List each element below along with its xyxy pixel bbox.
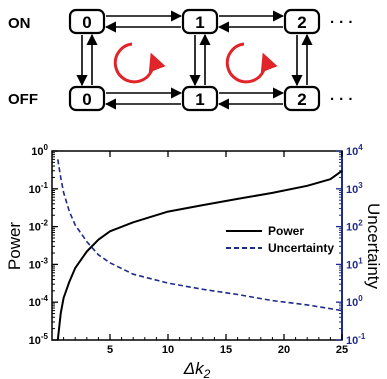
x-tick-label-3: 20 bbox=[278, 344, 290, 356]
state-box-off-0 bbox=[68, 85, 106, 112]
y-left-tick-label-0: 100 bbox=[31, 143, 48, 158]
y-right-tick-label-1: 103 bbox=[346, 181, 363, 196]
state-label-on-2: 2 bbox=[297, 13, 306, 32]
y-left-tick-base-3: 10 bbox=[29, 259, 41, 271]
ellipsis-off: · · · bbox=[330, 91, 353, 108]
y-right-tick-label-4: 100 bbox=[346, 294, 363, 309]
x-tick-label-2: 15 bbox=[220, 344, 232, 356]
y-axis-title-right-text: Uncertainty bbox=[364, 203, 383, 289]
y-right-tick-label-0: 104 bbox=[346, 143, 363, 158]
series-line-uncertainty bbox=[57, 159, 343, 312]
y-right-tick-base-3: 10 bbox=[346, 259, 358, 271]
state-box-off-1 bbox=[181, 85, 219, 112]
state-label-off-2: 2 bbox=[297, 90, 306, 109]
y-left-tick-exp-3: -3 bbox=[41, 256, 49, 265]
y-right-tick-exp-2: 2 bbox=[358, 219, 363, 228]
row-label-off: OFF bbox=[8, 91, 38, 108]
series-line-power bbox=[56, 169, 343, 341]
y-axis-title-right: Uncertainty bbox=[364, 203, 383, 289]
y-right-tick-label-5: 10-1 bbox=[346, 332, 366, 347]
ellipsis-on: · · · bbox=[330, 14, 353, 31]
y-left-tick-exp-5: -5 bbox=[41, 332, 49, 341]
y-right-tick-exp-1: 3 bbox=[358, 181, 363, 190]
y-right-tick-exp-4: 0 bbox=[358, 294, 363, 303]
state-box-on-1 bbox=[181, 8, 219, 35]
y-left-tick-label-2: 10-2 bbox=[29, 219, 49, 234]
y-left-tick-label-1: 10-1 bbox=[29, 181, 49, 196]
y-right-tick-exp-3: 1 bbox=[358, 256, 363, 265]
y-left-tick-exp-4: -4 bbox=[41, 294, 49, 303]
y-right-tick-exp-0: 4 bbox=[358, 143, 363, 152]
y-right-tick-label-2: 102 bbox=[346, 219, 363, 234]
legend-label-uncertainty: Uncertainty bbox=[268, 241, 334, 255]
y-left-tick-exp-2: -2 bbox=[41, 219, 49, 228]
y-right-tick-exp-5: -1 bbox=[358, 332, 366, 341]
y-left-tick-exp-0: 0 bbox=[44, 143, 49, 152]
x-tick-label-4: 25 bbox=[336, 344, 348, 356]
state-box-on-2 bbox=[283, 8, 321, 35]
x-tick-label-1: 10 bbox=[162, 344, 174, 356]
y-axis-title-left: Power bbox=[5, 222, 24, 271]
y-left-tick-base-4: 10 bbox=[29, 297, 41, 309]
y-right-tick-base-2: 10 bbox=[346, 222, 358, 234]
state-label-off-0: 0 bbox=[82, 90, 91, 109]
y-right-tick-base-0: 10 bbox=[346, 146, 358, 158]
y-left-tick-label-4: 10-4 bbox=[29, 294, 49, 309]
cycle-arrow-left bbox=[113, 42, 166, 84]
x-axis-title-main: Δk bbox=[183, 359, 205, 378]
x-axis-title-sub: 2 bbox=[203, 367, 211, 379]
state-label-on-1: 1 bbox=[195, 13, 204, 32]
cycle-arrow-right bbox=[225, 42, 278, 84]
y-left-tick-base-2: 10 bbox=[29, 222, 41, 234]
x-axis-title: Δk2 bbox=[183, 359, 211, 379]
state-box-on-0 bbox=[68, 8, 106, 35]
y-left-tick-base-0: 10 bbox=[31, 146, 43, 158]
y-right-tick-base-4: 10 bbox=[346, 297, 358, 309]
y-left-tick-label-5: 10-5 bbox=[29, 332, 49, 347]
x-tick-label-0: 5 bbox=[107, 344, 113, 356]
y-left-tick-base-1: 10 bbox=[29, 184, 41, 196]
y-right-tick-base-5: 10 bbox=[346, 335, 358, 347]
y-left-tick-exp-1: -1 bbox=[41, 181, 49, 190]
y-right-tick-label-3: 101 bbox=[346, 256, 363, 271]
state-label-off-1: 1 bbox=[195, 90, 204, 109]
state-box-off-2 bbox=[283, 85, 321, 112]
row-label-on: ON bbox=[8, 15, 31, 32]
state-label-on-0: 0 bbox=[82, 13, 91, 32]
legend-label-power: Power bbox=[268, 224, 304, 238]
y-left-tick-label-3: 10-3 bbox=[29, 256, 49, 271]
y-right-tick-base-1: 10 bbox=[346, 184, 358, 196]
state-diagram: ON OFF 0 1 2 · · · 0 1 2 · · · bbox=[8, 8, 353, 112]
y-left-tick-base-5: 10 bbox=[29, 335, 41, 347]
